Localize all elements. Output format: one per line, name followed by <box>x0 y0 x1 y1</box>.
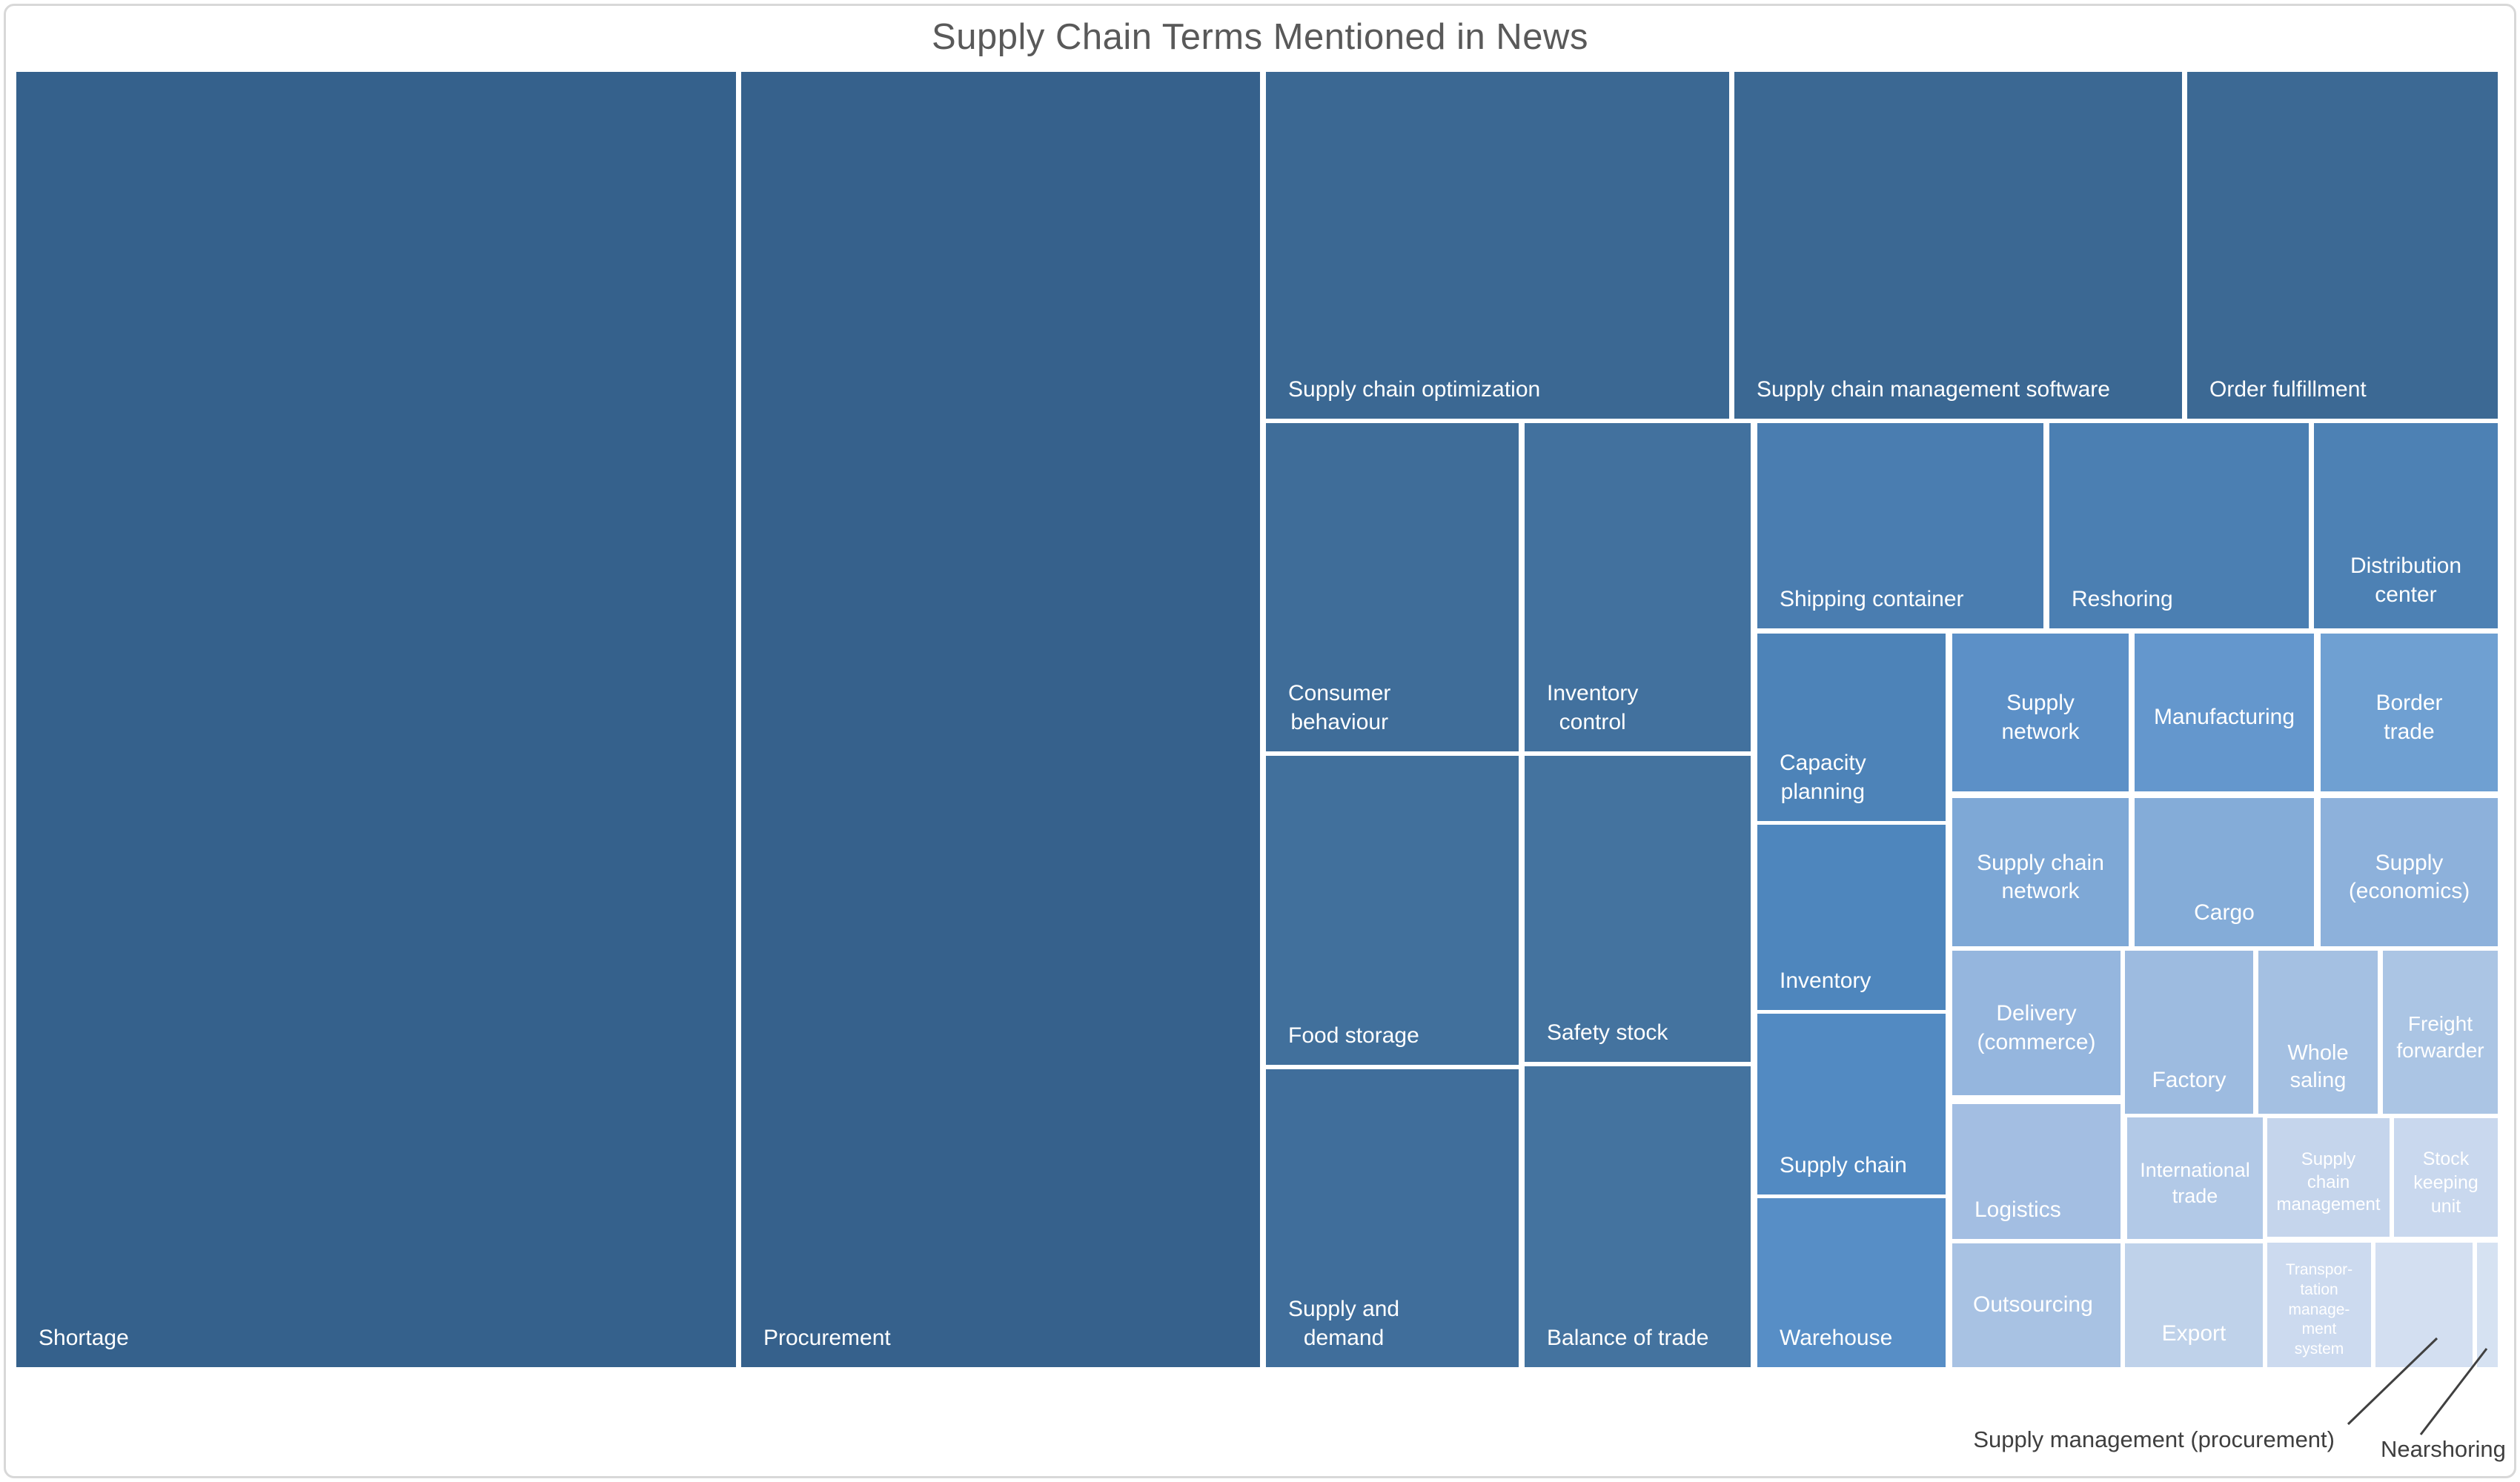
treemap-tile-order-fulfillment[interactable]: Order fulfillment <box>2187 72 2498 419</box>
tile-label-logistics: Logistics <box>1974 1197 2061 1222</box>
treemap-tile-transportation-management-system[interactable]: Transpor- tation manage- ment system <box>2267 1243 2371 1367</box>
treemap-tile-supply-and-demand[interactable]: Supply and demand <box>1266 1069 1519 1367</box>
treemap-tile-border-trade[interactable]: Border trade <box>2321 634 2498 791</box>
treemap-tile-nearshoring[interactable] <box>2477 1243 2498 1367</box>
tile-label-cargo: Cargo <box>2194 900 2255 925</box>
treemap-tile-manufacturing[interactable]: Manufacturing <box>2135 634 2314 791</box>
tile-label-shortage: Shortage <box>39 1325 129 1350</box>
treemap-tile-supply-chain-management-software[interactable]: Supply chain management software <box>1734 72 2182 419</box>
treemap-tile-warehouse[interactable]: Warehouse <box>1757 1198 1946 1367</box>
tile-label-factory: Factory <box>2152 1067 2226 1092</box>
tile-label-supply-chain-optimization: Supply chain optimization <box>1288 376 1541 402</box>
treemap-tile-supply-network[interactable]: Supply network <box>1952 634 2129 791</box>
treemap-tile-reshoring[interactable]: Reshoring <box>2049 423 2309 628</box>
treemap-tile-delivery-commerce[interactable]: Delivery (commerce) <box>1952 951 2121 1095</box>
treemap-tile-inventory[interactable]: Inventory <box>1757 825 1946 1010</box>
annotation-supply-management-procurement: Supply management (procurement) <box>1973 1426 2335 1452</box>
chart-title: Supply Chain Terms Mentioned in News <box>932 17 1588 57</box>
treemap-tile-inventory-control[interactable]: Inventory control <box>1525 423 1751 751</box>
tile-label-distribution-center: Distribution center <box>2350 554 2462 607</box>
treemap-tile-supply-chain-optimization[interactable]: Supply chain optimization <box>1266 72 1729 419</box>
tile-label-supply-chain-management: Supply chain management <box>2276 1149 2381 1215</box>
tile-label-outsourcing: Outsourcing <box>1973 1292 2093 1317</box>
treemap-tile-consumer-behaviour[interactable]: Consumer behaviour <box>1266 423 1519 751</box>
treemap-tile-distribution-center[interactable]: Distribution center <box>2314 423 2498 628</box>
tile-label-supply-chain-management-software: Supply chain management software <box>1757 376 2110 402</box>
treemap-tile-logistics[interactable]: Logistics <box>1952 1104 2121 1239</box>
treemap-tile-food-storage[interactable]: Food storage <box>1266 756 1519 1065</box>
tile-label-procurement: Procurement <box>763 1325 891 1350</box>
treemap-tile-supply-chain[interactable]: Supply chain <box>1757 1014 1946 1194</box>
tile-label-capacity-planning: Capacity planning <box>1780 751 1866 804</box>
treemap-tile-procurement[interactable]: Procurement <box>741 72 1260 1367</box>
treemap-tile-international-trade[interactable]: International trade <box>2127 1117 2263 1239</box>
tile-label-supply-and-demand: Supply and demand <box>1288 1297 1400 1350</box>
tile-label-border-trade: Border trade <box>2375 691 2443 744</box>
tile-label-food-storage: Food storage <box>1288 1023 1419 1048</box>
tile-label-whole-saling: Whole saling <box>2287 1040 2349 1092</box>
tile-label-inventory-control: Inventory control <box>1547 681 1639 734</box>
treemap-tile-supply-economics[interactable]: Supply (economics) <box>2321 798 2498 946</box>
treemap-tile-cargo[interactable]: Cargo <box>2135 798 2314 946</box>
tile-label-consumer-behaviour: Consumer behaviour <box>1288 681 1391 734</box>
tile-label-transportation-management-system: Transpor- tation manage- ment system <box>2285 1260 2353 1358</box>
tile-label-warehouse: Warehouse <box>1780 1325 1893 1350</box>
tile-label-order-fulfillment: Order fulfillment <box>2209 376 2367 402</box>
treemap-tile-balance-of-trade[interactable]: Balance of trade <box>1525 1066 1751 1367</box>
tile-label-balance-of-trade: Balance of trade <box>1547 1325 1709 1350</box>
treemap-tile-capacity-planning[interactable]: Capacity planning <box>1757 634 1946 821</box>
tile-label-international-trade: International trade <box>2140 1159 2250 1207</box>
treemap-tile-shipping-container[interactable]: Shipping container <box>1757 423 2043 628</box>
tile-label-stock-keeping-unit: Stock keeping unit <box>2413 1149 2478 1217</box>
treemap-tile-supply-management-procurement[interactable] <box>2375 1243 2473 1367</box>
tile-label-supply-chain-network: Supply chain network <box>1977 850 2104 903</box>
tile-label-reshoring: Reshoring <box>2072 586 2173 611</box>
treemap-tile-outsourcing[interactable]: Outsourcing <box>1952 1243 2121 1367</box>
tile-label-export: Export <box>2161 1320 2226 1346</box>
tile-label-supply-network: Supply network <box>2001 691 2080 744</box>
treemap-tile-whole-saling[interactable]: Whole saling <box>2258 951 2378 1114</box>
treemap-tile-export[interactable]: Export <box>2125 1243 2263 1367</box>
tile-label-manufacturing: Manufacturing <box>2153 705 2295 730</box>
treemap-tile-shortage[interactable]: Shortage <box>16 72 736 1367</box>
tile-label-inventory: Inventory <box>1780 968 1871 993</box>
tile-label-freight-forwarder: Freight forwarder <box>2396 1012 2484 1062</box>
treemap-tile-factory[interactable]: Factory <box>2125 951 2253 1114</box>
treemap-tile-freight-forwarder[interactable]: Freight forwarder <box>2383 951 2498 1114</box>
treemap-tile-safety-stock[interactable]: Safety stock <box>1525 756 1751 1062</box>
tile-label-safety-stock: Safety stock <box>1547 1020 1668 1045</box>
treemap-tile-supply-chain-network[interactable]: Supply chain network <box>1952 798 2129 946</box>
annotation-nearshoring: Nearshoring <box>2381 1436 2506 1462</box>
treemap-tile-stock-keeping-unit[interactable]: Stock keeping unit <box>2394 1118 2498 1237</box>
treemap-tile-supply-chain-management[interactable]: Supply chain management <box>2267 1118 2390 1237</box>
tile-label-delivery-commerce: Delivery (commerce) <box>1977 1001 2096 1054</box>
treemap-plot-area: Shortage Procurement Supply chain optimiza… <box>16 72 2498 1367</box>
tile-label-supply-economics: Supply (economics) <box>2348 850 2470 903</box>
tile-label-shipping-container: Shipping container <box>1780 586 1964 611</box>
tile-label-supply-chain: Supply chain <box>1780 1152 1907 1177</box>
